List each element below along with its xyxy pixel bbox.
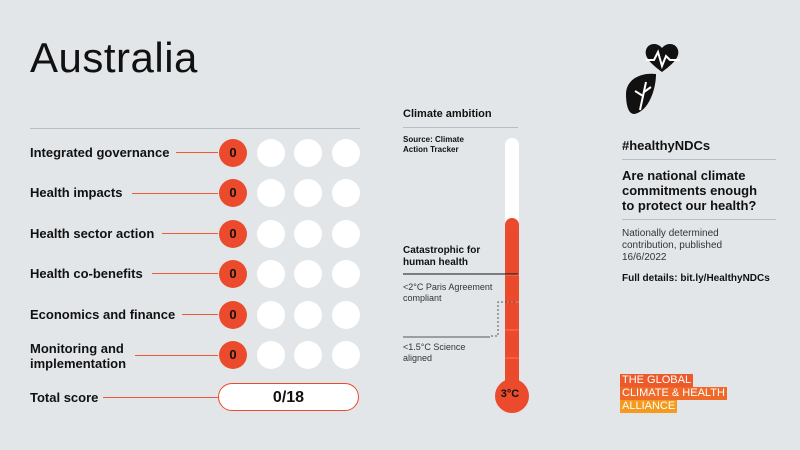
row-label-monitoring-and-implementation: Monitoring and implementation <box>30 341 127 371</box>
row-line <box>135 355 218 356</box>
score-dot: 0 <box>219 341 247 369</box>
empty-dot <box>257 301 285 329</box>
empty-dot <box>332 220 360 248</box>
empty-dot <box>294 220 322 248</box>
score-dot: 0 <box>219 260 247 288</box>
empty-dot <box>257 341 285 369</box>
empty-dot <box>332 139 360 167</box>
empty-dot <box>294 260 322 288</box>
empty-dot <box>294 341 322 369</box>
divider <box>30 128 360 129</box>
catastrophic-label: Catastrophic for human health <box>403 245 481 268</box>
row-label-economics-and-finance: Economics and finance <box>30 307 176 322</box>
empty-dot <box>294 139 322 167</box>
thermometer <box>403 138 529 413</box>
question-text: Are national climate commitments enough … <box>622 168 758 213</box>
row-label-health-sector-action: Health sector action <box>30 226 155 241</box>
total-score-label: Total score <box>30 390 99 405</box>
row-line <box>103 397 218 398</box>
gcha-logo: THE GLOBAL CLIMATE & HEALTH ALLIANCE <box>620 374 727 413</box>
empty-dot <box>257 179 285 207</box>
row-label-integrated-governance: Integrated governance <box>30 145 170 160</box>
empty-dot <box>257 220 285 248</box>
score-dot: 0 <box>219 301 247 329</box>
details-link[interactable]: Full details: bit.ly/HealthyNDCs <box>622 273 770 284</box>
score-dot: 0 <box>219 220 247 248</box>
row-line <box>152 273 218 274</box>
empty-dot <box>332 179 360 207</box>
science-label: <1.5°C Science aligned <box>403 342 466 363</box>
climate-value: 3°C <box>500 388 520 400</box>
logo-line-3: ALLIANCE <box>620 400 678 413</box>
row-label-health-co-benefits: Health co-benefits <box>30 266 143 281</box>
logo-line-1: THE GLOBAL <box>620 374 694 387</box>
empty-dot <box>294 301 322 329</box>
country-title: Australia <box>30 34 198 81</box>
hashtag: #healthyNDCs <box>622 138 711 153</box>
empty-dot <box>332 301 360 329</box>
empty-dot <box>294 179 322 207</box>
row-label-health-impacts: Health impacts <box>30 185 123 200</box>
row-line <box>162 233 218 234</box>
empty-dot <box>257 139 285 167</box>
score-dot: 0 <box>219 139 247 167</box>
thermometer-bulb <box>495 379 529 413</box>
empty-dot <box>257 260 285 288</box>
row-line <box>176 152 218 153</box>
climate-ambition-heading: Climate ambition <box>403 108 492 120</box>
paris-label: <2°C Paris Agreement compliant <box>403 282 493 303</box>
thermometer-fill <box>505 218 519 393</box>
heart-leaf-icon <box>626 44 680 114</box>
logo-line-2: CLIMATE & HEALTH <box>620 387 727 400</box>
row-line <box>182 314 218 315</box>
total-score-value: 0/18 <box>218 383 359 411</box>
row-line <box>132 193 218 194</box>
divider <box>403 127 518 128</box>
divider <box>622 159 776 160</box>
source-text: Source: Climate Action Tracker <box>403 135 464 154</box>
ndc-text: Nationally determined contribution, publ… <box>622 228 723 263</box>
empty-dot <box>332 341 360 369</box>
empty-dot <box>332 260 360 288</box>
score-dot: 0 <box>219 179 247 207</box>
divider <box>622 219 776 220</box>
